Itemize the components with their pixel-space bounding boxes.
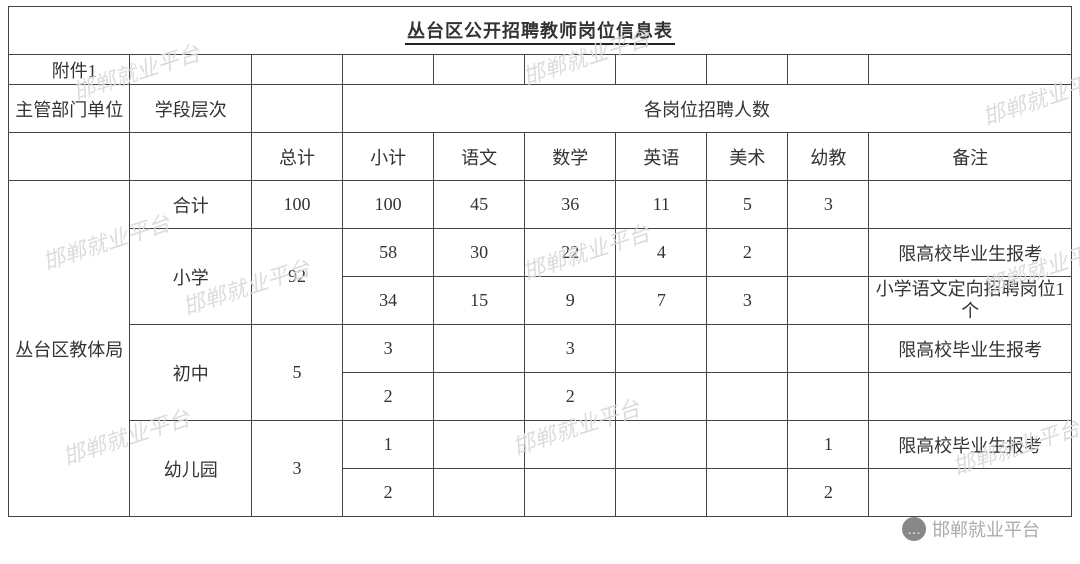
cell <box>434 325 525 373</box>
cell: 2 <box>343 373 434 421</box>
cell <box>616 373 707 421</box>
hdr-english: 英语 <box>616 133 707 181</box>
cell-kinder-total: 3 <box>251 421 342 517</box>
hdr-dept: 主管部门单位 <box>9 85 130 133</box>
cell-sum-subtotal: 100 <box>343 181 434 229</box>
cell: 9 <box>525 277 616 325</box>
footer-badge: … 邯郸就业平台 <box>902 516 1040 542</box>
cell <box>434 373 525 421</box>
hdr-chinese: 语文 <box>434 133 525 181</box>
cell-sum-english: 11 <box>616 181 707 229</box>
cell-remark: 限高校毕业生报考 <box>869 421 1072 469</box>
row-primary-a: 小学 92 58 30 22 4 2 限高校毕业生报考 <box>9 229 1072 277</box>
cell-sum-total: 100 <box>251 181 342 229</box>
cell-level-primary: 小学 <box>130 229 251 325</box>
attachment-label: 附件1 <box>9 55 130 85</box>
cell-remark: 小学语文定向招聘岗位1个 <box>869 277 1072 325</box>
cell-sum-remark <box>869 181 1072 229</box>
cell-remark: 限高校毕业生报考 <box>869 229 1072 277</box>
cell <box>616 325 707 373</box>
row-sum: 丛台区教体局 合计 100 100 45 36 11 5 3 <box>9 181 1072 229</box>
cell <box>707 469 788 517</box>
cell <box>707 325 788 373</box>
cell: 30 <box>434 229 525 277</box>
cell-remark: 限高校毕业生报考 <box>869 325 1072 373</box>
recruitment-table: 丛台区公开招聘教师岗位信息表 附件1 主管部门单位 学段层次 各岗位招聘人数 总… <box>8 6 1072 517</box>
row-middle-a: 初中 5 3 3 限高校毕业生报考 <box>9 325 1072 373</box>
cell-sum-art: 5 <box>707 181 788 229</box>
hdr-subtotal: 小计 <box>343 133 434 181</box>
cell: 1 <box>788 421 869 469</box>
hdr-math: 数学 <box>525 133 616 181</box>
cell <box>525 421 616 469</box>
hdr-art: 美术 <box>707 133 788 181</box>
attachment-row: 附件1 <box>9 55 1072 85</box>
hdr-level: 学段层次 <box>130 85 251 133</box>
wechat-icon: … <box>902 517 926 541</box>
cell: 7 <box>616 277 707 325</box>
cell: 34 <box>343 277 434 325</box>
table-title: 丛台区公开招聘教师岗位信息表 <box>9 7 1072 55</box>
cell: 2 <box>707 229 788 277</box>
hdr-empty <box>251 85 342 133</box>
cell <box>707 421 788 469</box>
cell-sum-math: 36 <box>525 181 616 229</box>
hdr-positions-group: 各岗位招聘人数 <box>343 85 1072 133</box>
footer-text: 邯郸就业平台 <box>932 516 1040 542</box>
cell-dept: 丛台区教体局 <box>9 181 130 517</box>
cell-level-kinder: 幼儿园 <box>130 421 251 517</box>
cell: 1 <box>343 421 434 469</box>
cell <box>616 421 707 469</box>
hdr-total: 总计 <box>251 133 342 181</box>
cell-level-middle: 初中 <box>130 325 251 421</box>
cell: 3 <box>343 325 434 373</box>
header-row-2: 总计 小计 语文 数学 英语 美术 幼教 备注 <box>9 133 1072 181</box>
cell: 22 <box>525 229 616 277</box>
title-row: 丛台区公开招聘教师岗位信息表 <box>9 7 1072 55</box>
cell: 3 <box>525 325 616 373</box>
cell <box>434 421 525 469</box>
hdr-preschool: 幼教 <box>788 133 869 181</box>
cell: 58 <box>343 229 434 277</box>
cell <box>788 373 869 421</box>
cell: 4 <box>616 229 707 277</box>
cell <box>434 469 525 517</box>
cell-remark <box>869 373 1072 421</box>
cell <box>525 469 616 517</box>
cell-sum-chinese: 45 <box>434 181 525 229</box>
cell <box>616 469 707 517</box>
row-kinder-a: 幼儿园 3 1 1 限高校毕业生报考 <box>9 421 1072 469</box>
cell-primary-total: 92 <box>251 229 342 325</box>
cell: 15 <box>434 277 525 325</box>
page-root: 丛台区公开招聘教师岗位信息表 附件1 主管部门单位 学段层次 各岗位招聘人数 总… <box>0 0 1080 564</box>
cell <box>788 277 869 325</box>
cell-sum-preschool: 3 <box>788 181 869 229</box>
cell <box>788 229 869 277</box>
cell <box>788 325 869 373</box>
cell <box>707 373 788 421</box>
cell-level-sum: 合计 <box>130 181 251 229</box>
header-row-1: 主管部门单位 学段层次 各岗位招聘人数 <box>9 85 1072 133</box>
cell-remark <box>869 469 1072 517</box>
cell-middle-total: 5 <box>251 325 342 421</box>
cell: 2 <box>525 373 616 421</box>
cell: 2 <box>343 469 434 517</box>
cell: 3 <box>707 277 788 325</box>
hdr-remark: 备注 <box>869 133 1072 181</box>
cell: 2 <box>788 469 869 517</box>
